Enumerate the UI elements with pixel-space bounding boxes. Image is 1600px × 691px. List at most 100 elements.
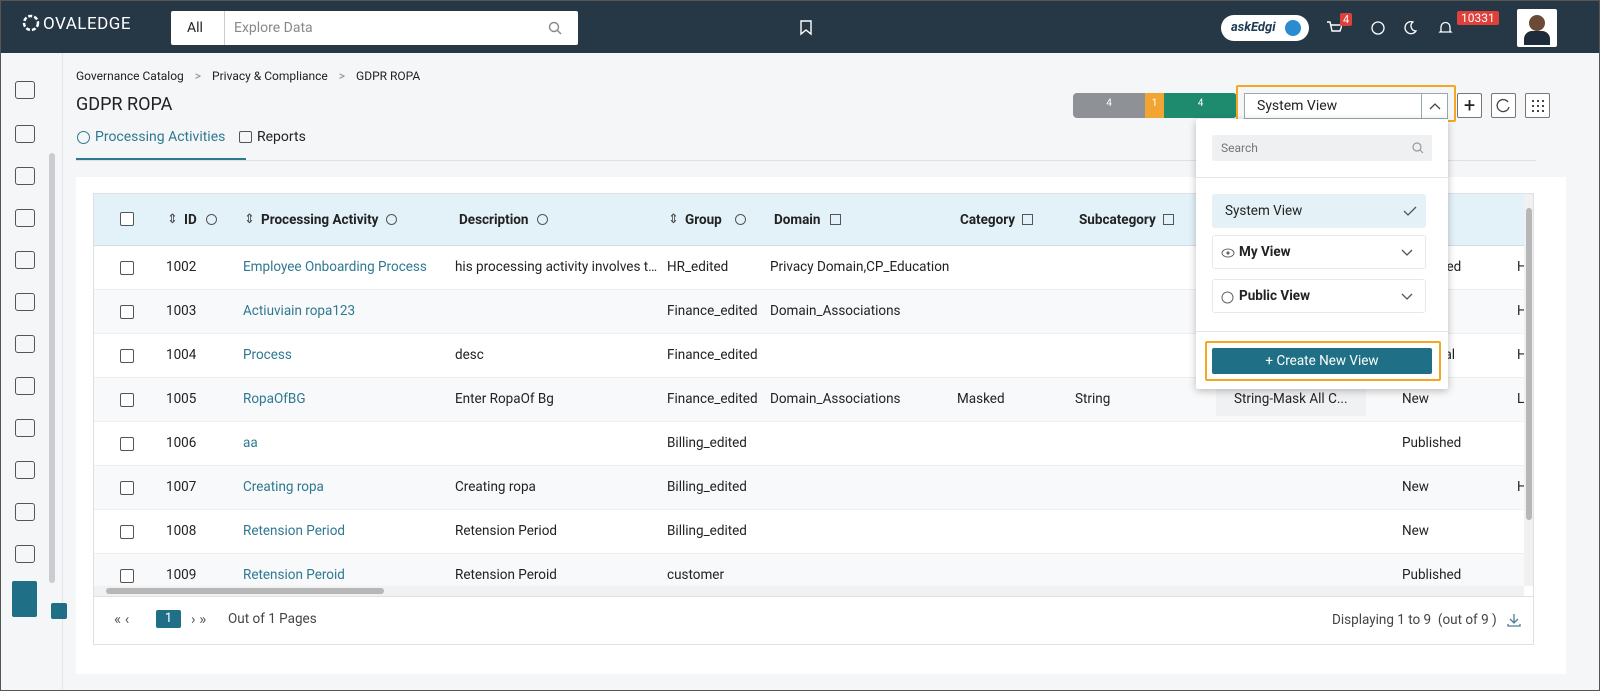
grid-button[interactable] (1525, 93, 1550, 118)
refresh-button[interactable] (1491, 93, 1516, 118)
sort-icon[interactable]: ⇕ (244, 212, 255, 227)
next-last-page[interactable]: › » (191, 610, 207, 628)
tab-active[interactable]: Processing Activities (95, 129, 226, 145)
nav-icon[interactable] (15, 81, 35, 99)
footer-rule (94, 596, 1533, 597)
nav-icon[interactable] (15, 335, 35, 353)
nav-icon[interactable] (15, 419, 35, 437)
breadcrumb-item[interactable]: Governance Catalog (76, 69, 184, 83)
table-cell: String (1075, 391, 1111, 407)
table-row[interactable]: 1008 Retension Period Retension Period Bill… (94, 510, 1524, 554)
search-icon[interactable] (735, 214, 746, 225)
first-prev-page[interactable]: « ‹ (114, 610, 130, 628)
grid-icon (1532, 100, 1544, 112)
avatar[interactable] (1517, 9, 1557, 47)
nav-icon[interactable] (15, 503, 35, 521)
nav-icon[interactable] (15, 461, 35, 479)
nav-icon[interactable] (15, 209, 35, 227)
current-page[interactable]: 1 (156, 610, 181, 628)
bell-icon[interactable] (1438, 20, 1453, 36)
search-icon[interactable] (386, 214, 397, 225)
chevron-down (1401, 293, 1413, 300)
table-cell: Billing_edited (667, 479, 747, 495)
row-checkbox[interactable] (120, 569, 134, 583)
h-scrollbar-thumb[interactable] (106, 588, 384, 594)
askedgi-label: askEdgi (1231, 20, 1276, 35)
status-segment[interactable]: 4 (1073, 93, 1145, 118)
activity-link[interactable]: Employee Onboarding Process (243, 259, 427, 275)
v-scrollbar-thumb[interactable] (1526, 208, 1532, 520)
menu-item[interactable]: My View (1212, 235, 1426, 269)
row-checkbox[interactable] (120, 349, 134, 363)
table-cell: Published (1402, 567, 1462, 583)
search-icon[interactable] (537, 214, 548, 225)
activity-link[interactable]: Retension Peroid (243, 567, 345, 583)
column-header[interactable]: Category (960, 212, 1016, 228)
cart-badge: 4 (1340, 13, 1353, 26)
row-checkbox[interactable] (120, 525, 134, 539)
column-header[interactable]: Processing Activity (261, 212, 379, 228)
activity-link[interactable]: Actiuviain ropa123 (243, 303, 356, 319)
display-text: Displaying 1 to 9 (out of 9 ) (1332, 612, 1497, 628)
table-cell: Finance_edited (667, 391, 758, 407)
h-scrollbar (94, 586, 1524, 596)
column-header[interactable]: Domain (774, 212, 821, 228)
row-checkbox[interactable] (120, 393, 134, 407)
sort-icon[interactable]: ⇕ (167, 212, 178, 227)
table-row[interactable]: 1005 RopaOfBG Enter RopaOf Bg Finance_edite… (94, 378, 1524, 422)
search-icon[interactable] (206, 214, 217, 225)
nav-icon[interactable] (15, 293, 35, 311)
row-checkbox[interactable] (120, 305, 134, 319)
activity-link[interactable]: Process (243, 347, 292, 363)
activity-link[interactable]: RopaOfBG (243, 391, 306, 407)
column-header[interactable]: Subcategory (1079, 212, 1156, 228)
activity-link[interactable]: Retension Period (243, 523, 346, 539)
sort-icon[interactable]: ⇕ (668, 212, 679, 227)
nav-icon[interactable] (15, 167, 35, 185)
breadcrumb-item[interactable]: Privacy & Compliance (212, 69, 328, 83)
table-row[interactable]: 1009 Retension Peroid Retension Peroid cust… (94, 554, 1524, 586)
nav-icon[interactable] (15, 251, 35, 269)
filter-icon[interactable] (830, 214, 841, 225)
select-all-checkbox[interactable] (120, 212, 134, 226)
bookmark-icon[interactable] (799, 20, 813, 36)
menu-item-selected[interactable]: System View (1212, 194, 1426, 228)
theme-icon[interactable] (1403, 20, 1418, 35)
row-checkbox[interactable] (120, 481, 134, 495)
nav-icon[interactable] (15, 377, 35, 395)
download-icon[interactable] (1506, 612, 1522, 628)
view-select[interactable]: System View (1244, 93, 1448, 119)
filter-icon[interactable] (1163, 214, 1174, 225)
row-checkbox[interactable] (120, 437, 134, 451)
menu-item[interactable]: Public View (1212, 279, 1426, 313)
nav-active[interactable] (12, 581, 37, 617)
table-row[interactable]: 1006 aa Billing_edited Published (94, 422, 1524, 466)
status-segment[interactable]: 1 (1145, 93, 1164, 118)
nav-icon[interactable] (15, 545, 35, 563)
search-scope[interactable]: All (187, 20, 203, 36)
help-icon[interactable] (1371, 21, 1385, 35)
status-segment[interactable]: 4 (1164, 93, 1237, 118)
table-cell: String-Mask All C... (1216, 384, 1366, 416)
table-row[interactable]: 1007 Creating ropa Creating ropa Billing_ed… (94, 466, 1524, 510)
column-header[interactable]: Group (685, 212, 722, 228)
create-view-label: Create New View (1276, 353, 1379, 369)
view-select-value: System View (1257, 98, 1338, 114)
activity-link[interactable]: aa (243, 435, 258, 451)
chevron-up (1429, 103, 1441, 110)
table-cell: Billing_edited (667, 435, 747, 451)
create-view-button[interactable]: + Create New View (1212, 348, 1432, 374)
filter-icon[interactable] (1022, 214, 1033, 225)
askedgi-button[interactable]: askEdgi (1221, 15, 1309, 41)
tab[interactable]: Reports (257, 129, 306, 145)
search-box[interactable]: All Explore Data (171, 11, 578, 45)
column-header[interactable]: Description (459, 212, 529, 228)
table-body: 1002 Employee Onboarding Process his proce… (94, 246, 1524, 586)
column-header[interactable]: ID (184, 212, 197, 228)
add-button[interactable]: + (1457, 93, 1482, 118)
activity-link[interactable]: Creating ropa (243, 479, 324, 495)
row-checkbox[interactable] (120, 261, 134, 275)
nav-expand[interactable] (51, 603, 67, 619)
nav-icon[interactable] (15, 125, 35, 143)
menu-search[interactable]: Search (1212, 135, 1432, 161)
